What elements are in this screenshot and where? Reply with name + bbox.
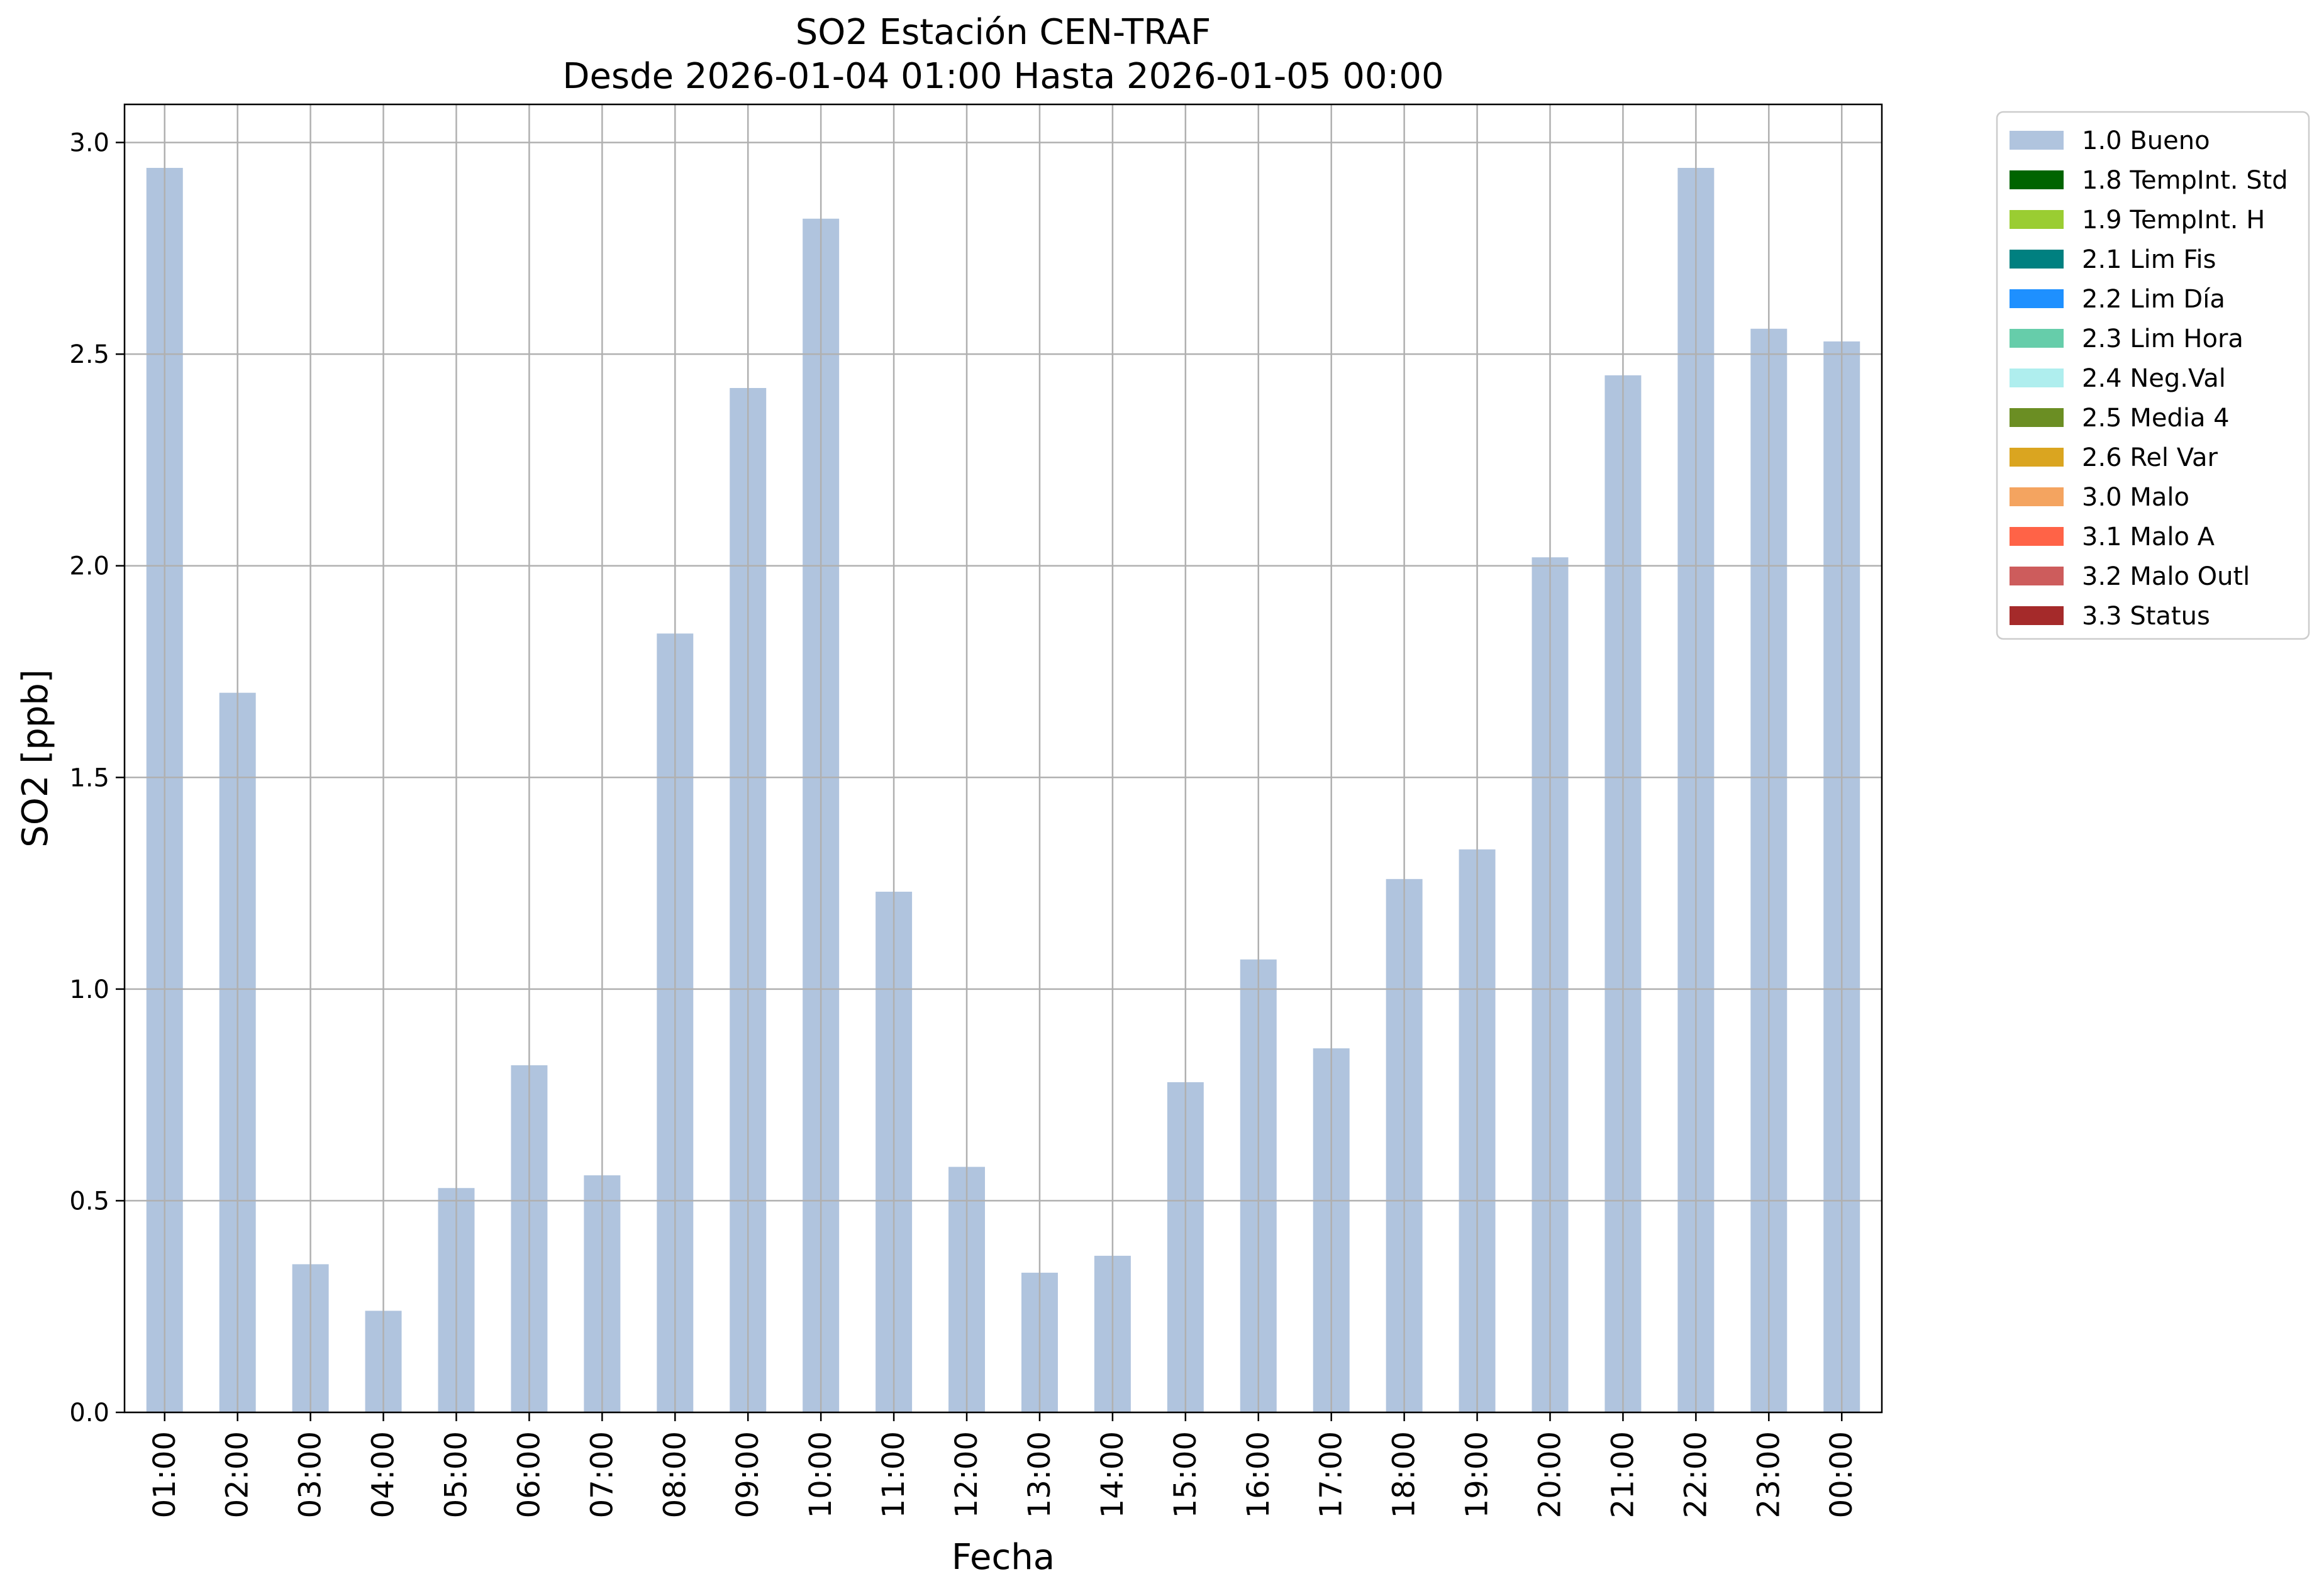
legend-label: 3.0 Malo <box>2082 483 2189 512</box>
x-tick-label: 17:00 <box>1314 1431 1349 1518</box>
x-tick-label: 14:00 <box>1095 1431 1130 1518</box>
legend-label: 3.3 Status <box>2082 602 2210 631</box>
x-tick-label: 02:00 <box>220 1431 255 1518</box>
legend-label: 1.9 TempInt. H <box>2082 206 2265 235</box>
legend-label: 1.8 TempInt. Std <box>2082 166 2288 195</box>
y-axis-label: SO2 [ppb] <box>15 669 56 847</box>
legend: 1.0 Bueno 1.8 TempInt. Std 1.9 TempInt. H 2… <box>1996 111 2310 640</box>
x-tick-label: 08:00 <box>657 1431 692 1518</box>
y-tick-label: 1.5 <box>69 763 109 792</box>
legend-swatch <box>2010 170 2064 189</box>
legend-frame <box>1996 111 2310 640</box>
x-tick-label: 19:00 <box>1460 1431 1495 1518</box>
legend-label: 2.3 Lim Hora <box>2082 324 2243 353</box>
x-tick-label: 07:00 <box>584 1431 620 1518</box>
x-tick-label: 13:00 <box>1022 1431 1057 1518</box>
legend-swatch <box>2010 527 2064 546</box>
x-tick-label: 11:00 <box>876 1431 911 1518</box>
x-tick-label: 15:00 <box>1168 1431 1203 1518</box>
x-tick-label: 05:00 <box>438 1431 474 1518</box>
x-tick-label: 10:00 <box>803 1431 838 1518</box>
x-tick-label: 01:00 <box>147 1431 182 1518</box>
plot-frame <box>123 103 1883 1414</box>
legend-label: 2.4 Neg.Val <box>2082 364 2226 393</box>
chart-subtitle: Desde 2026-01-04 01:00 Hasta 2026-01-05 … <box>562 56 1443 97</box>
x-tick-label: 16:00 <box>1241 1431 1276 1518</box>
legend-swatch <box>2010 408 2064 427</box>
legend-swatch <box>2010 289 2064 308</box>
legend-swatch <box>2010 250 2064 269</box>
legend-label: 2.1 Lim Fis <box>2082 245 2216 274</box>
legend-swatch <box>2010 369 2064 387</box>
x-tick-label: 00:00 <box>1824 1431 1859 1518</box>
legend-swatch <box>2010 210 2064 229</box>
x-tick-label: 09:00 <box>730 1431 765 1518</box>
legend-swatch <box>2010 329 2064 348</box>
legend-swatch <box>2010 487 2064 506</box>
y-tick-label: 0.0 <box>69 1399 109 1427</box>
chart-title: SO2 Estación CEN-TRAF <box>796 12 1211 53</box>
y-tick-label: 3.0 <box>69 129 109 158</box>
x-tick-label: 23:00 <box>1751 1431 1786 1518</box>
y-axis: 0.0 0.5 1.0 1.5 2.0 2.5 3.0 <box>69 129 125 1427</box>
legend-label: 2.6 Rel Var <box>2082 443 2218 472</box>
y-tick-label: 2.0 <box>69 552 109 581</box>
legend-label: 1.0 Bueno <box>2082 126 2210 155</box>
x-tick-label: 06:00 <box>511 1431 547 1518</box>
y-tick-label: 2.5 <box>69 340 109 369</box>
x-tick-label: 21:00 <box>1605 1431 1640 1518</box>
x-tick-label: 22:00 <box>1678 1431 1713 1518</box>
x-tick-label: 12:00 <box>949 1431 984 1518</box>
x-axis: 01:00 02:00 03:00 04:00 05:00 06:00 07:00 08:00… <box>147 1412 1859 1518</box>
y-tick-label: 0.5 <box>69 1187 109 1216</box>
legend-label: 3.1 Malo A <box>2082 523 2215 551</box>
legend-swatch <box>2010 606 2064 625</box>
legend-swatch <box>2010 131 2064 150</box>
x-tick-label: 20:00 <box>1533 1431 1568 1518</box>
legend-label: 2.2 Lim Día <box>2082 285 2225 314</box>
legend-swatch <box>2010 567 2064 585</box>
legend-label: 3.2 Malo Outl <box>2082 562 2250 591</box>
legend-label: 2.5 Media 4 <box>2082 404 2230 433</box>
legend-swatch <box>2010 448 2064 467</box>
x-tick-label: 04:00 <box>366 1431 401 1518</box>
y-tick-label: 1.0 <box>69 975 109 1004</box>
x-axis-label: Fecha <box>952 1537 1055 1578</box>
x-tick-label: 18:00 <box>1387 1431 1422 1518</box>
x-tick-label: 03:00 <box>293 1431 328 1518</box>
